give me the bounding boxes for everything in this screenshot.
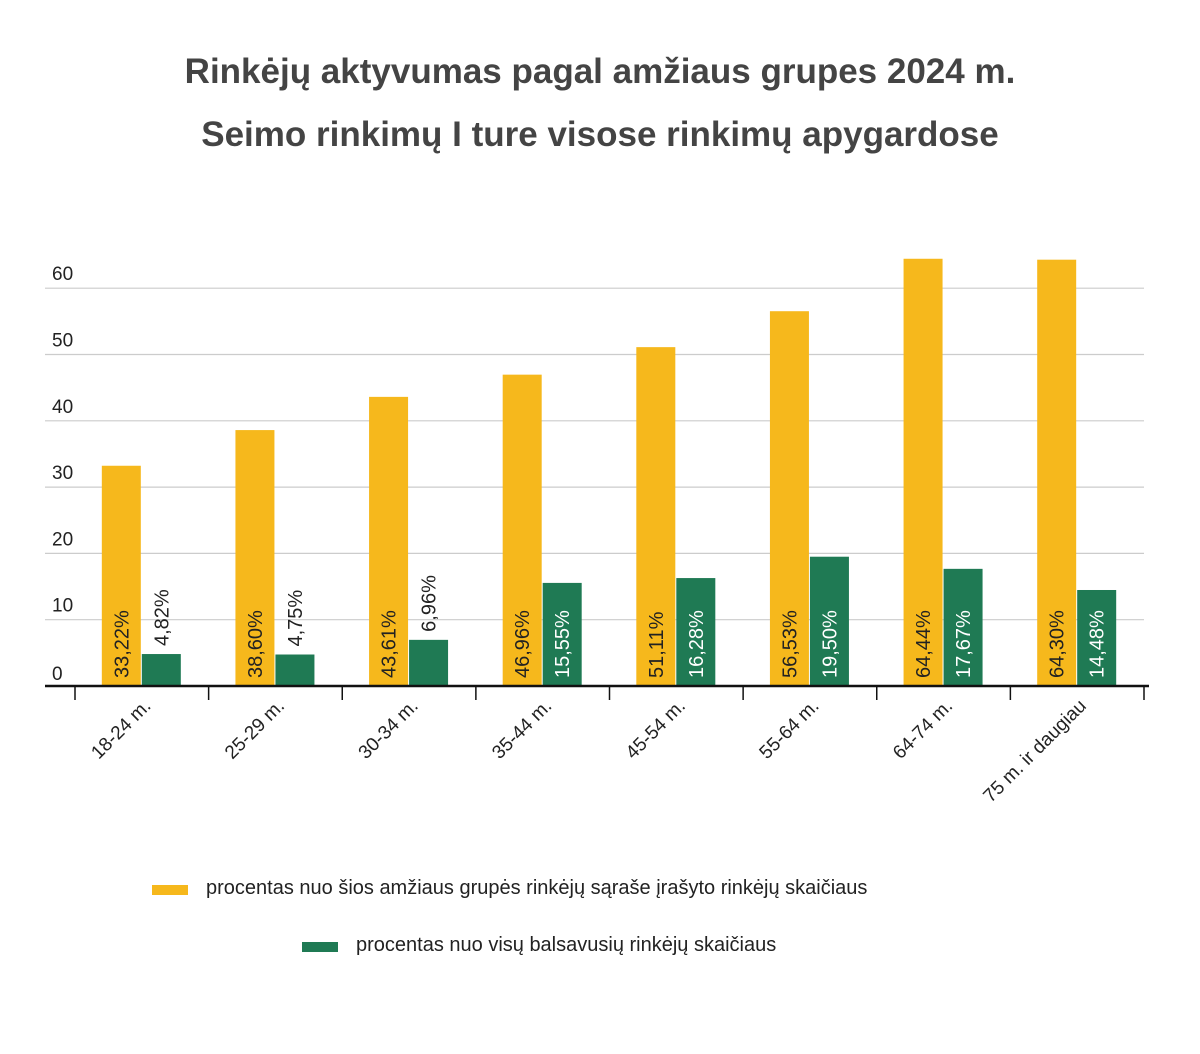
bar-registered	[1037, 259, 1077, 686]
data-label: 15,55%	[552, 610, 574, 678]
data-label: 46,96%	[512, 610, 534, 678]
data-label: 19,50%	[819, 610, 841, 678]
bar-voted	[809, 556, 849, 686]
y-tick-label: 50	[52, 331, 73, 352]
data-label: 33,22%	[111, 610, 133, 678]
data-label: 16,28%	[686, 610, 708, 678]
legend-swatch-yellow	[152, 885, 188, 895]
data-label: 14,48%	[1087, 610, 1109, 678]
x-tick-label: 25-29 m.	[221, 696, 289, 764]
legend-item-voted: procentas nuo visų balsavusių rinkėjų sk…	[0, 932, 1200, 962]
bar-voted	[141, 654, 181, 686]
x-tick-label: 35-44 m.	[488, 696, 556, 764]
bar-voted	[275, 654, 315, 686]
x-tick-label: 30-34 m.	[355, 696, 423, 764]
legend-label-voted: procentas nuo visų balsavusių rinkėjų sk…	[356, 934, 777, 956]
data-label: 4,75%	[285, 590, 307, 647]
data-label: 64,44%	[913, 610, 935, 678]
x-tick-label: 75 m. ir daugiau	[980, 696, 1091, 807]
data-label: 56,53%	[779, 610, 801, 678]
bar-registered	[903, 258, 943, 686]
bar-registered	[235, 430, 275, 686]
y-tick-label: 40	[52, 397, 73, 418]
y-tick-label: 60	[52, 264, 73, 285]
bar-registered	[502, 374, 542, 686]
x-tick-label: 55-64 m.	[756, 696, 824, 764]
y-tick-label: 10	[52, 596, 73, 617]
legend-swatch-green	[302, 942, 338, 952]
x-tick-label: 45-54 m.	[622, 696, 690, 764]
y-tick-label: 20	[52, 529, 73, 550]
data-label: 4,82%	[151, 589, 173, 646]
bar-voted	[676, 578, 716, 686]
data-label: 38,60%	[245, 610, 267, 678]
bar-registered	[769, 311, 809, 686]
data-label: 64,30%	[1047, 610, 1069, 678]
x-tick-label: 64-74 m.	[889, 696, 957, 764]
bar-voted	[943, 568, 983, 686]
data-label: 43,61%	[379, 610, 401, 678]
data-label: 6,96%	[419, 575, 441, 632]
bar-chart: 0 10 20 30 40 50 60 33,22% 4,82% 18-24 m. 38,60% 4,…	[45, 258, 1149, 807]
bar-registered	[636, 347, 676, 686]
y-tick-label: 30	[52, 463, 73, 484]
x-tick-label: 18-24 m.	[87, 696, 155, 764]
chart-subtitle: Seimo rinkimų I ture visose rinkimų apyg…	[201, 115, 999, 154]
bar-voted	[409, 639, 449, 686]
bar-voted	[542, 582, 582, 686]
y-tick-label: 0	[52, 664, 63, 685]
chart-title: Rinkėjų aktyvumas pagal amžiaus grupes 2…	[184, 52, 1016, 91]
data-label: 51,11%	[646, 611, 668, 678]
bar-registered	[101, 465, 141, 686]
legend-item-registered: procentas nuo šios amžiaus grupės rinkėj…	[0, 875, 1200, 905]
data-label: 17,67%	[953, 610, 975, 678]
legend-label-registered: procentas nuo šios amžiaus grupės rinkėj…	[206, 877, 868, 899]
bar-registered	[369, 396, 409, 686]
bar-voted	[1077, 589, 1117, 686]
